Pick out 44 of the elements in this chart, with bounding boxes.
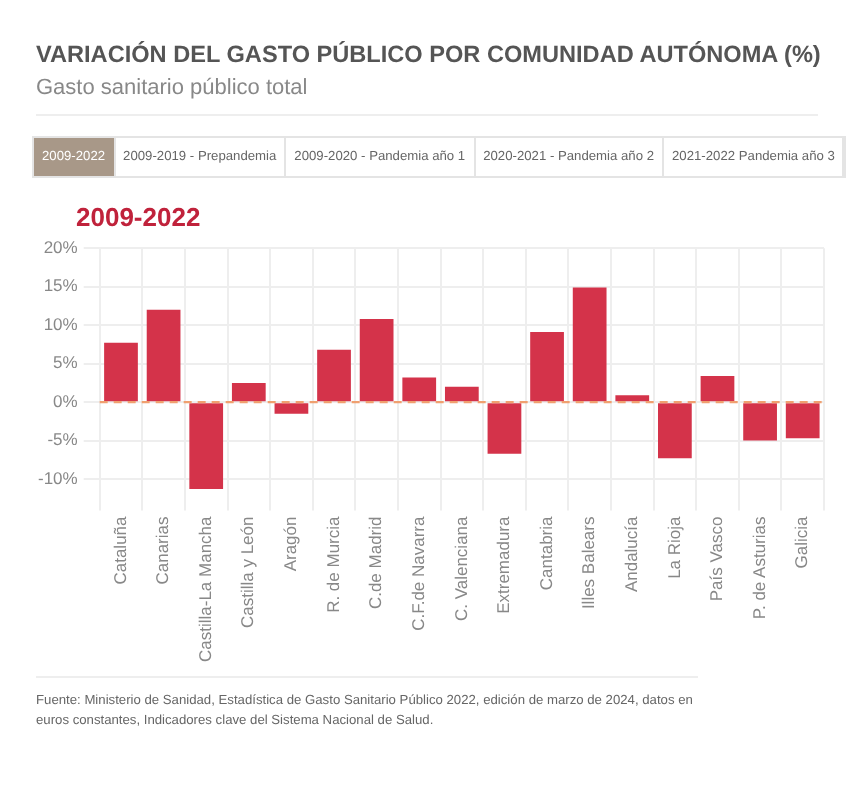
x-tick-label: Andalucía [620,515,641,593]
bar [317,349,351,402]
y-tick-label: 15% [43,275,79,296]
x-tick-label: Extremadura [493,515,514,614]
bar [146,309,181,402]
bar [658,403,692,459]
chart-subtitle: Gasto sanitario público total [36,76,818,116]
text: 2009-2022 [76,202,203,232]
x-tick-label: C.F.de Navarra [407,515,428,631]
x-tick-label: P. de Asturias [748,516,769,620]
bar [274,403,309,414]
y-tick-label: 20% [43,236,79,257]
bar [231,382,266,402]
x-tick-label: Illes Balears [578,516,599,610]
y-tick-label: -5% [47,429,79,450]
bar [189,403,224,490]
y-tick-label: 0% [53,390,79,411]
x-tick-label: C.de Madrid [365,515,386,610]
bar [572,287,607,402]
x-tick-label: Aragón [280,515,301,572]
bar [785,403,820,439]
bar [402,377,437,402]
bar [615,395,650,402]
x-tick-label: País Vasco [706,515,727,602]
y-tick-label: -10% [38,467,79,488]
bar [743,403,777,441]
x-tick-label: Cataluña [109,515,130,585]
bar [487,403,522,454]
bar [444,386,479,402]
bar [530,332,564,402]
x-tick-label: Castilla y León [237,515,258,629]
x-tick-label: Galicia [791,515,812,569]
x-tick-label: C. Valenciana [450,515,471,622]
x-tick-label: La Rioja [663,515,684,579]
x-tick-label: R. de Murcia [322,515,343,613]
chart-title: VARIACIÓN DEL GASTO PÚBLICO POR COMUNIDAD AUTÓNOMA (%) [36,40,821,68]
y-tick-label: 10% [43,313,79,334]
x-tick-label: Cantabria [535,515,556,591]
bar [700,375,735,402]
bar [359,319,394,402]
y-tick-label: 5% [53,352,79,373]
x-tick-label: Canarias [152,516,173,585]
x-tick-label: Castilla-La Mancha [194,515,215,663]
bar [104,342,138,402]
